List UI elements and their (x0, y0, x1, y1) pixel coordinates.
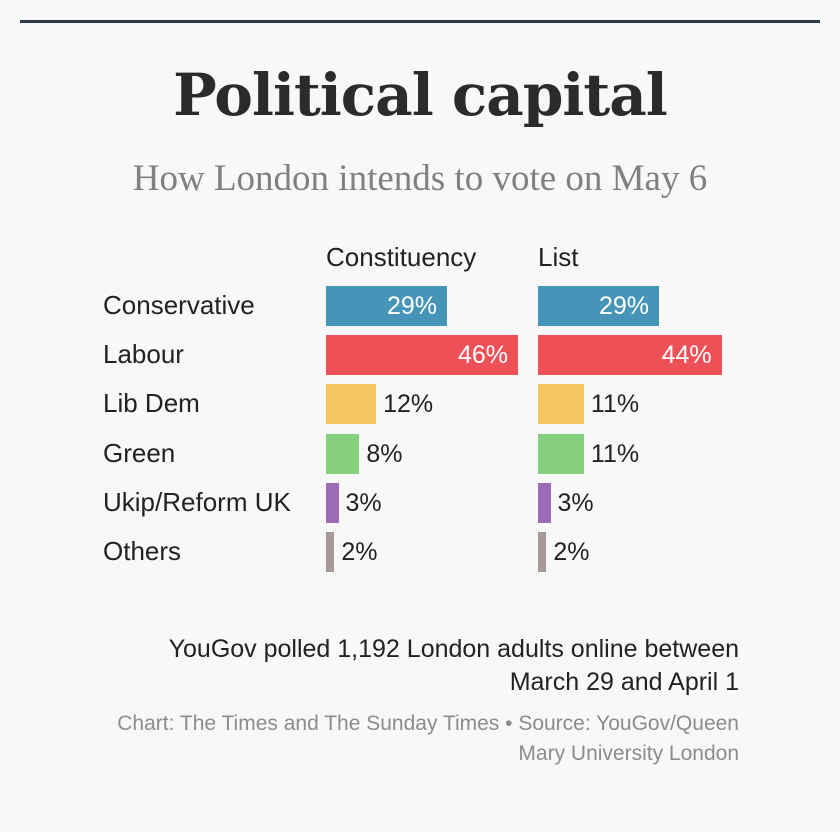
bar-constituency-labour (326, 335, 518, 376)
bar-list-conservative (538, 286, 660, 326)
column-header-constituency: Constituency (326, 242, 477, 272)
value-label-constituency-others: 2% (341, 538, 378, 566)
value-label-list-green: 11% (590, 439, 640, 468)
bar-list-lib-dem (538, 384, 584, 425)
value-label-constituency-ukip-reform-uk: 3% (345, 488, 382, 517)
chart-subtitle: How London intends to vote on May 6 (132, 158, 708, 199)
bar-list-green (538, 433, 584, 474)
bar-constituency-lib-dem (326, 384, 377, 425)
row-label-others: Others (103, 536, 182, 566)
bar-list-labour (538, 335, 722, 376)
bar-constituency-conservative (326, 286, 448, 326)
row-label-conservative: Conservative (103, 290, 255, 320)
chart-title: Political capital (173, 61, 668, 129)
row-label-labour: Labour (103, 339, 184, 370)
value-label-list-labour: 44% (661, 341, 712, 370)
bar-constituency-others (326, 532, 335, 572)
bar-list-ukip-reform-uk (538, 482, 551, 523)
value-label-list-conservative: 29% (598, 292, 650, 320)
row-label-lib-dem: Lib Dem (103, 388, 200, 419)
top-rule (20, 20, 820, 23)
value-label-constituency-conservative: 29% (386, 292, 438, 320)
bar-list-others (538, 532, 547, 572)
value-label-list-lib-dem: 11% (590, 390, 640, 419)
row-label-ukip-reform-uk: Ukip/Reform UK (103, 486, 291, 517)
value-label-list-ukip-reform-uk: 3% (557, 488, 594, 517)
row-label-green: Green (103, 437, 176, 468)
value-label-constituency-green: 8% (366, 439, 403, 468)
bar-constituency-green (326, 433, 360, 474)
value-label-constituency-labour: 46% (457, 341, 508, 370)
source-credit: Chart: The Times and The Sunday Times • … (117, 712, 739, 765)
value-label-list-others: 2% (553, 538, 590, 566)
bar-constituency-ukip-reform-uk (326, 482, 339, 523)
value-label-constituency-lib-dem: 12% (383, 390, 434, 419)
column-header-list: List (538, 242, 579, 272)
poll-note: YouGov polled 1,192 London adults online… (168, 635, 739, 696)
